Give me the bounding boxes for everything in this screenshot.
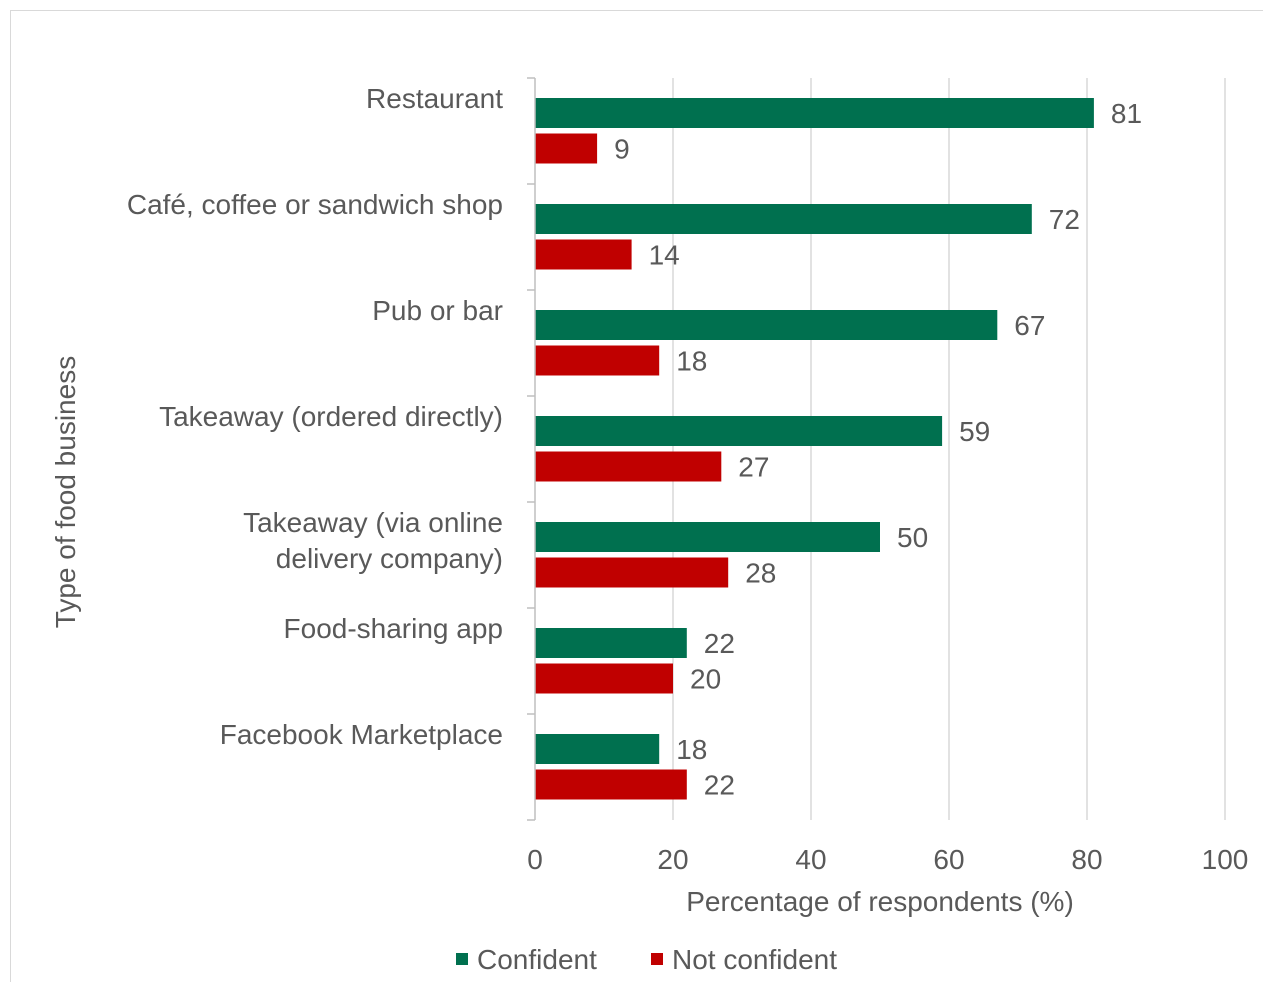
x-tick-label-0: 0 bbox=[527, 844, 543, 875]
bar-confident-4 bbox=[535, 522, 880, 552]
x-tick-label-80: 80 bbox=[1071, 844, 1102, 875]
category-label-5: Food-sharing app bbox=[284, 613, 503, 644]
data-label-not-confident-0: 9 bbox=[614, 134, 630, 165]
bar-not-confident-1 bbox=[535, 239, 632, 270]
data-label-confident-5: 22 bbox=[704, 628, 735, 659]
bar-confident-1 bbox=[535, 204, 1032, 234]
legend-swatch-not-confident bbox=[651, 953, 663, 965]
bar-not-confident-6 bbox=[535, 769, 687, 800]
bar-confident-5 bbox=[535, 628, 687, 658]
category-label-3: Takeaway (ordered directly) bbox=[159, 401, 503, 432]
data-label-not-confident-4: 28 bbox=[745, 558, 776, 589]
data-label-confident-4: 50 bbox=[897, 522, 928, 553]
x-tick-label-40: 40 bbox=[795, 844, 826, 875]
data-label-not-confident-5: 20 bbox=[690, 664, 721, 695]
gridlines bbox=[672, 78, 1226, 820]
y-axis-line bbox=[527, 77, 536, 821]
legend-label-not-confident: Not confident bbox=[672, 944, 837, 975]
legend-label-confident: Confident bbox=[477, 944, 597, 975]
legend-swatch-confident bbox=[456, 953, 468, 965]
data-label-confident-6: 18 bbox=[676, 734, 707, 765]
data-label-confident-0: 81 bbox=[1111, 98, 1142, 129]
data-label-confident-1: 72 bbox=[1049, 204, 1080, 235]
bars bbox=[535, 98, 1094, 800]
bar-not-confident-0 bbox=[535, 133, 598, 164]
data-label-confident-2: 67 bbox=[1014, 310, 1045, 341]
category-label-2: Pub or bar bbox=[372, 295, 503, 326]
y-axis-title: Type of food business bbox=[50, 356, 81, 628]
chart-frame bbox=[10, 10, 1263, 982]
category-label-6: Facebook Marketplace bbox=[220, 719, 503, 750]
x-tick-label-20: 20 bbox=[657, 844, 688, 875]
data-labels: 81 9 72 14 67 18 59 27 50 28 22 20 18 22 bbox=[614, 98, 1142, 801]
bar-not-confident-5 bbox=[535, 663, 673, 694]
data-label-not-confident-6: 22 bbox=[704, 770, 735, 801]
x-tick-label-60: 60 bbox=[933, 844, 964, 875]
data-label-not-confident-1: 14 bbox=[649, 240, 680, 271]
category-label-0: Restaurant bbox=[366, 83, 503, 114]
bar-confident-3 bbox=[535, 416, 943, 446]
x-tick-labels: 0 20 40 60 80 100 bbox=[527, 844, 1248, 875]
bar-not-confident-2 bbox=[535, 345, 660, 376]
data-label-confident-3: 59 bbox=[959, 416, 990, 447]
bar-confident-6 bbox=[535, 734, 660, 764]
bar-not-confident-3 bbox=[535, 451, 722, 482]
x-axis-title: Percentage of respondents (%) bbox=[686, 886, 1074, 917]
legend: Confident Not confident bbox=[456, 944, 837, 975]
bar-confident-2 bbox=[535, 310, 998, 340]
data-label-not-confident-2: 18 bbox=[676, 346, 707, 377]
bar-not-confident-4 bbox=[535, 557, 729, 588]
category-label-4: delivery company) bbox=[276, 543, 503, 574]
category-label-4: Takeaway (via online bbox=[243, 507, 503, 538]
data-label-not-confident-3: 27 bbox=[738, 452, 769, 483]
category-labels: Restaurant Café, coffee or sandwich shop P… bbox=[127, 83, 503, 750]
category-label-1: Café, coffee or sandwich shop bbox=[127, 189, 503, 220]
bar-confident-0 bbox=[535, 98, 1094, 128]
x-tick-label-100: 100 bbox=[1202, 844, 1249, 875]
